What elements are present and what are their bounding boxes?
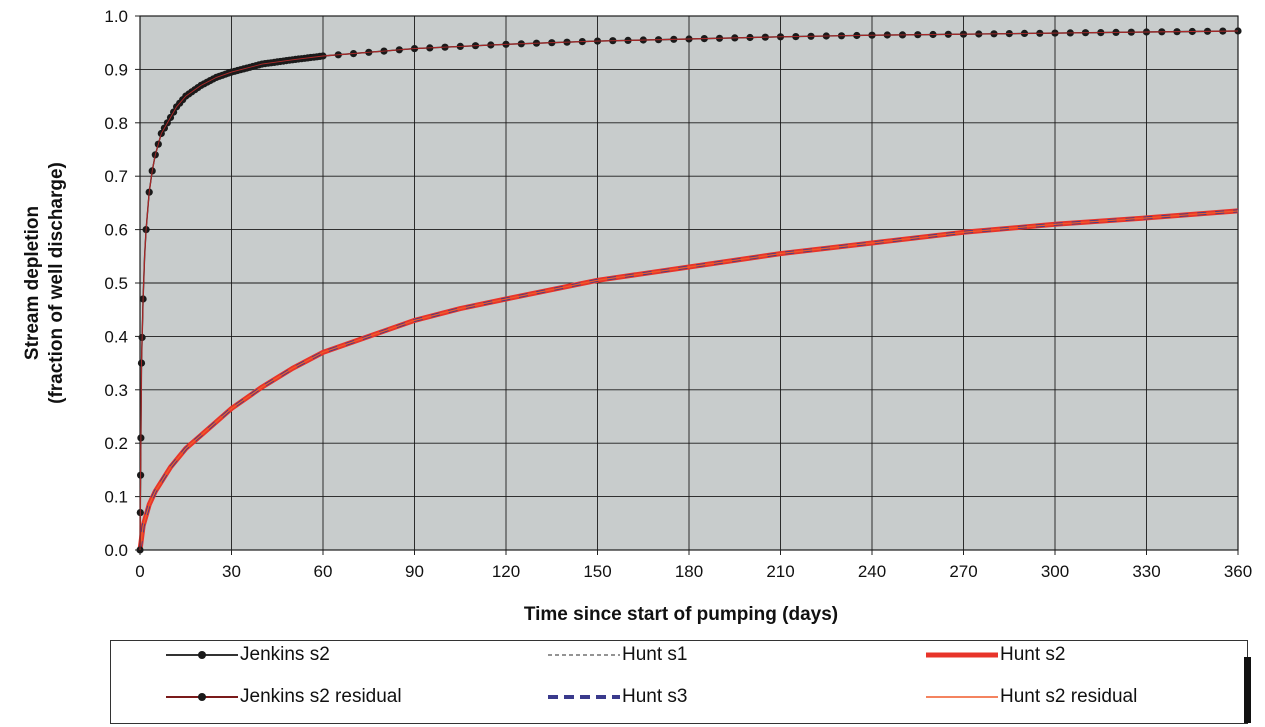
x-tick-label: 360 (1224, 562, 1252, 581)
y-tick-label: 0.2 (104, 434, 128, 453)
y-axis-title: Stream depletion (fraction of well discha… (22, 162, 67, 404)
legend-edge-bar (1244, 657, 1251, 723)
y-tick-label: 1.0 (104, 7, 128, 26)
x-axis-title: Time since start of pumping (days) (524, 604, 838, 625)
y-tick-label: 0.3 (104, 381, 128, 400)
legend-swatch-marker (198, 693, 206, 701)
y-tick-label: 0.6 (104, 221, 128, 240)
series-line-jenkins-s2-residual-overlay (139, 30, 1239, 551)
y-axis-title-line: Stream depletion (22, 206, 43, 360)
legend-item-jenkins-s2: Jenkins s2 (166, 641, 330, 669)
series-line-hunt-s2-residual (139, 210, 1239, 551)
legend-label: Jenkins s2 residual (240, 686, 402, 707)
x-tick-label: 0 (135, 562, 144, 581)
legend-swatch-hunt-s3 (548, 695, 620, 699)
legend-item-hunt-s2: Hunt s2 (926, 641, 1065, 669)
legend-item-hunt-s3: Hunt s3 (548, 683, 687, 711)
y-tick-label: 0.7 (104, 167, 128, 186)
chart-svg: 0 30 60 90 120 150 180 210 240 270 300 330 360 0.0 0.1… (22, 7, 1252, 625)
y-tick-label: 0.5 (104, 274, 128, 293)
legend-label: Jenkins s2 (240, 644, 330, 665)
y-tick-label: 0.4 (104, 327, 128, 346)
y-tick-label: 0.8 (104, 114, 128, 133)
chart-area: 0 30 60 90 120 150 180 210 240 270 300 330 360 0.0 0.1… (22, 7, 1252, 625)
legend-swatch-jenkins-s2 (166, 651, 238, 659)
y-tick-label: 0.1 (104, 488, 128, 507)
x-tick-label: 60 (314, 562, 333, 581)
legend-swatch-hunt-s1 (548, 654, 620, 656)
x-tick-label: 300 (1041, 562, 1069, 581)
legend-label: Hunt s1 (622, 644, 688, 665)
y-tick-label: 0.0 (104, 541, 128, 560)
y-axis-title-line: (fraction of well discharge) (46, 162, 67, 404)
x-tick-label: 240 (858, 562, 886, 581)
legend-item-hunt-s2-residual: Hunt s2 residual (926, 683, 1137, 711)
x-tick-label: 210 (766, 562, 794, 581)
y-tick-label: 0.9 (104, 60, 128, 79)
x-tick-label: 90 (405, 562, 424, 581)
legend-swatch-marker (198, 651, 206, 659)
chart-legend: Jenkins s2 Hunt s1 Hunt s2 Jenkins s2 re… (110, 640, 1248, 724)
x-tick-label: 150 (583, 562, 611, 581)
legend-label: Hunt s3 (622, 686, 688, 707)
legend-label: Hunt s2 residual (1000, 686, 1138, 707)
legend-item-jenkins-s2-residual: Jenkins s2 residual (166, 683, 402, 711)
x-tick-label: 180 (675, 562, 703, 581)
legend-item-hunt-s1: Hunt s1 (548, 641, 687, 669)
legend-swatch-jenkins-s2-residual (166, 693, 238, 701)
legend-swatch-hunt-s2 (926, 652, 998, 658)
legend-swatch-hunt-s2-residual (926, 696, 998, 698)
x-tick-label: 330 (1132, 562, 1160, 581)
x-tick-label: 270 (949, 562, 977, 581)
x-tick-label: 30 (222, 562, 241, 581)
x-tick-label: 120 (492, 562, 520, 581)
legend-label: Hunt s2 (1000, 644, 1066, 665)
